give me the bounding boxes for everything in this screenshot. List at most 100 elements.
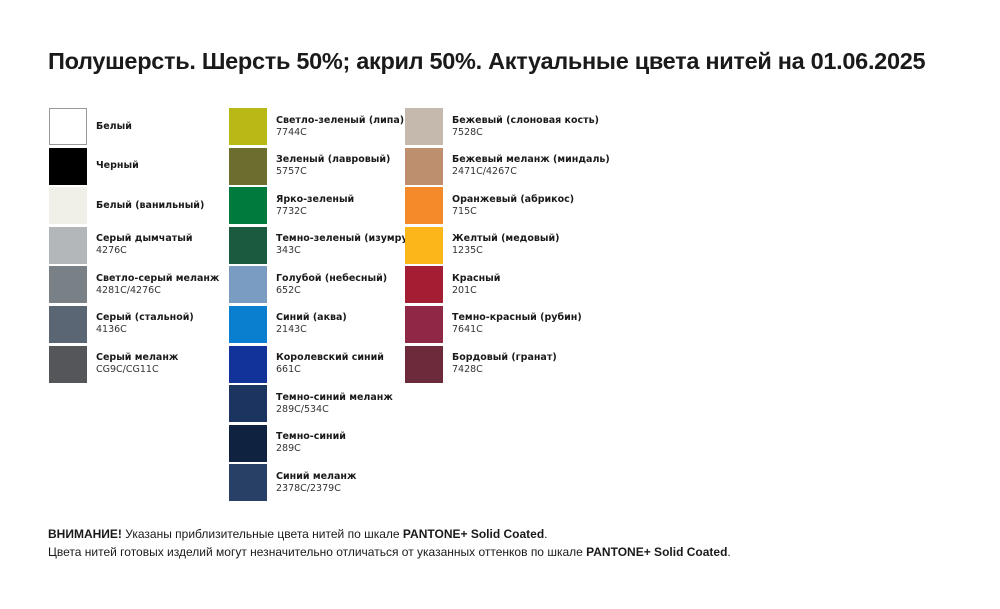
pantone-code: 7528C [452, 126, 483, 138]
color-swatch [229, 147, 267, 185]
color-label: Зеленый (лавровый) 5757C [276, 154, 390, 178]
note-punct: . [544, 527, 548, 541]
pantone-code: 289C [276, 443, 301, 455]
pantone-code: 661C [276, 364, 301, 376]
pantone-code: 201C [452, 284, 477, 296]
color-swatch [229, 464, 267, 502]
color-label: Черный [96, 160, 139, 172]
color-name: Красный [452, 272, 501, 284]
color-name: Светло-серый меланж [96, 272, 220, 284]
color-label: Темно-красный (рубин) 7641C [452, 312, 582, 336]
color-swatch [405, 305, 443, 343]
color-label: Серый (стальной) 4136C [96, 312, 194, 336]
pantone-scale: PANTONE+ Solid Coated [586, 545, 728, 559]
pantone-code: 2143C [276, 324, 307, 336]
color-swatch [229, 226, 267, 264]
color-name: Синий меланж [276, 470, 357, 482]
color-swatch [229, 345, 267, 383]
color-label: Красный 201C [452, 273, 500, 297]
color-name: Серый дымчатый [96, 233, 193, 245]
color-name: Зеленый (лавровый) [276, 154, 391, 166]
color-label: Серый дымчатый 4276C [96, 233, 192, 257]
pantone-code: 4136C [96, 324, 127, 336]
pantone-code: 5757C [276, 166, 307, 178]
color-swatch [49, 187, 87, 225]
color-label: Бежевый (слоновая кость) 7528C [452, 115, 599, 139]
color-name: Черный [96, 160, 139, 172]
color-label: Светло-серый меланж 4281C/4276C [96, 273, 219, 297]
color-swatch [49, 266, 87, 304]
color-swatch [405, 345, 443, 383]
color-label: Королевский синий 661C [276, 352, 384, 376]
pantone-code: 1235C [452, 245, 483, 257]
color-label: Голубой (небесный) 652C [276, 273, 387, 297]
color-label: Белый (ванильный) [96, 200, 204, 212]
color-name: Темно-зеленый (изумруд) [276, 233, 420, 245]
color-name: Бежевый меланж (миндаль) [452, 154, 610, 166]
color-label: Темно-зеленый (изумруд) 343C [276, 233, 420, 257]
pantone-code: 4281C/4276C [96, 284, 161, 296]
color-swatch [49, 108, 87, 145]
note-line-1: ВНИМАНИЕ! Указаны приблизительные цвета … [48, 525, 731, 543]
color-swatch [49, 226, 87, 264]
color-name: Голубой (небесный) [276, 272, 388, 284]
pantone-code: 2471C/4267C [452, 166, 517, 178]
pantone-code: CG9C/CG11C [96, 364, 159, 376]
color-name: Бордовый (гранат) [452, 352, 557, 364]
pantone-code: 7744C [276, 126, 307, 138]
color-name: Темно-красный (рубин) [452, 312, 582, 324]
note-text: Цвета нитей готовых изделий могут незнач… [48, 545, 587, 559]
note-line-2: Цвета нитей готовых изделий могут незнач… [48, 543, 731, 561]
color-swatch [229, 187, 267, 225]
color-swatch [49, 345, 87, 383]
color-label: Ярко-зеленый 7732C [276, 194, 354, 218]
color-label: Темно-синий 289C [276, 431, 346, 455]
color-swatch [229, 266, 267, 304]
color-swatch [229, 108, 267, 145]
color-swatch [405, 266, 443, 304]
color-name: Бежевый (слоновая кость) [452, 114, 599, 126]
color-name: Оранжевый (абрикос) [452, 193, 575, 205]
color-swatch [229, 424, 267, 462]
pantone-code: 7732C [276, 205, 307, 217]
pantone-code: 4276C [96, 245, 127, 257]
color-label: Белый [96, 121, 132, 133]
color-name: Синий (аква) [276, 312, 347, 324]
color-name: Темно-синий меланж [276, 391, 393, 403]
color-swatch [405, 187, 443, 225]
color-name: Ярко-зеленый [276, 193, 355, 205]
color-label: Синий меланж 2378C/2379C [276, 471, 356, 495]
color-swatch [229, 385, 267, 423]
color-label: Темно-синий меланж 289C/534C [276, 392, 393, 416]
pantone-code: 715C [452, 205, 477, 217]
pantone-code: 343C [276, 245, 301, 257]
warning-label: ВНИМАНИЕ! [48, 527, 122, 541]
color-name: Светло-зеленый (липа) [276, 114, 405, 126]
color-name: Желтый (медовый) [452, 233, 560, 245]
color-swatch [229, 305, 267, 343]
color-swatch [405, 147, 443, 185]
disclaimer-note: ВНИМАНИЕ! Указаны приблизительные цвета … [48, 525, 731, 561]
color-label: Бордовый (гранат) 7428C [452, 352, 557, 376]
color-swatch [405, 108, 443, 145]
color-name: Серый (стальной) [96, 312, 194, 324]
color-name: Серый меланж [96, 352, 179, 364]
pantone-scale: PANTONE+ Solid Coated [402, 527, 545, 541]
color-label: Оранжевый (абрикос) 715C [452, 194, 574, 218]
color-name: Королевский синий [276, 352, 384, 364]
pantone-code: 7428C [452, 364, 483, 376]
color-name: Темно-синий [276, 431, 346, 443]
color-label: Бежевый меланж (миндаль) 2471C/4267C [452, 154, 610, 178]
color-swatch [49, 305, 87, 343]
pantone-code: 652C [276, 284, 301, 296]
pantone-code: 2378C/2379C [276, 482, 341, 494]
pantone-code: 289C/534C [276, 403, 329, 415]
color-label: Желтый (медовый) 1235C [452, 233, 559, 257]
color-swatch [405, 226, 443, 264]
note-punct: . [727, 545, 731, 559]
color-label: Светло-зеленый (липа) 7744C [276, 115, 404, 139]
note-text: Указаны приблизительные цвета нитей по ш… [121, 527, 403, 541]
color-label: Серый меланж CG9C/CG11C [96, 352, 178, 376]
page-title: Полушерсть. Шерсть 50%; акрил 50%. Актуа… [48, 48, 926, 74]
color-swatch [49, 147, 87, 185]
